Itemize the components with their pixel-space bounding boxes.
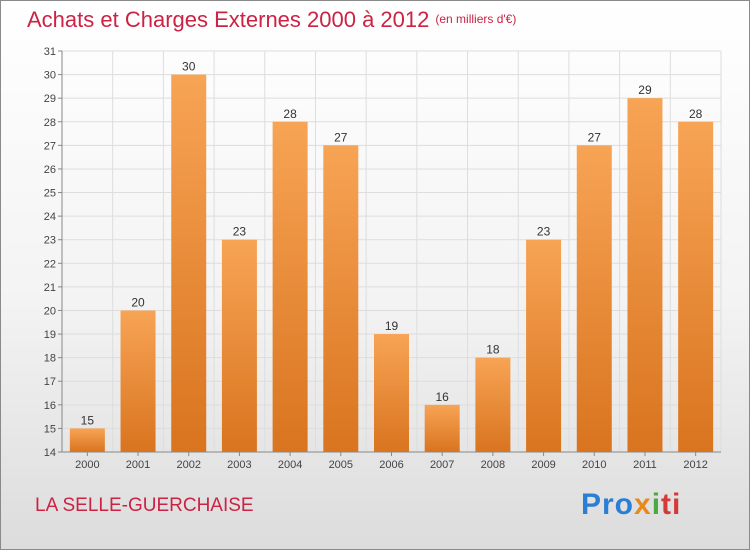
x-tick-label: 2002 <box>176 459 200 471</box>
data-label: 27 <box>334 130 348 144</box>
x-tick-label: 2004 <box>278 459 302 471</box>
y-tick-label: 24 <box>44 211 56 223</box>
data-label: 28 <box>283 107 297 121</box>
bar <box>323 145 359 452</box>
x-tick-label: 2012 <box>683 459 707 471</box>
y-tick-label: 17 <box>44 376 56 388</box>
proxiti-logo: Proxiti <box>581 488 681 522</box>
x-tick-label: 2008 <box>481 459 505 471</box>
y-tick-label: 29 <box>44 93 56 105</box>
x-tick-label: 2007 <box>430 459 454 471</box>
bars <box>69 74 714 453</box>
y-tick-label: 21 <box>44 282 56 294</box>
bar <box>69 428 105 452</box>
chart-title: Achats et Charges Externes 2000 à 2012 (e… <box>27 7 516 33</box>
y-tick-label: 18 <box>44 353 56 365</box>
title-unit: (en milliers d'€) <box>435 12 517 26</box>
x-tick-label: 2000 <box>75 459 99 471</box>
y-tick-label: 28 <box>44 117 56 129</box>
y-tick-label: 22 <box>44 258 56 270</box>
x-tick-label: 2010 <box>582 459 606 471</box>
y-tick-label: 26 <box>44 164 56 176</box>
x-tick-label: 2009 <box>531 459 555 471</box>
y-tick-label: 25 <box>44 188 56 200</box>
data-label: 28 <box>689 107 703 121</box>
bar <box>272 121 308 452</box>
y-tick-label: 30 <box>44 70 56 82</box>
bar <box>120 310 156 452</box>
logo-part-2: x <box>634 488 652 521</box>
y-tick-label: 15 <box>44 423 56 435</box>
y-tick-label: 14 <box>44 447 56 459</box>
x-tick-label: 2006 <box>379 459 403 471</box>
y-tick-label: 19 <box>44 329 56 341</box>
y-tick-label: 16 <box>44 400 56 412</box>
bar <box>171 74 207 453</box>
commune-name: LA SELLE-GUERCHAISE <box>35 495 254 516</box>
data-label: 16 <box>436 390 450 404</box>
x-tick-label: 2003 <box>227 459 251 471</box>
bar <box>627 98 663 453</box>
data-label: 15 <box>81 413 95 427</box>
data-label: 18 <box>486 343 500 357</box>
logo-part-3: i <box>651 488 662 521</box>
data-label: 27 <box>588 130 602 144</box>
data-label: 23 <box>537 225 551 239</box>
data-label: 29 <box>638 83 652 97</box>
bar <box>526 239 562 452</box>
logo-part-1: Pro <box>581 488 635 521</box>
bar <box>374 334 409 452</box>
x-tick-label: 2011 <box>633 459 657 471</box>
bar <box>221 239 257 452</box>
bar <box>678 121 714 452</box>
data-label: 20 <box>131 295 145 309</box>
y-tick-label: 23 <box>44 235 56 247</box>
y-tick-label: 27 <box>44 140 56 152</box>
x-tick-label: 2001 <box>126 459 150 471</box>
labels: 2000 15 2001 20 2002 30 2003 23 2004 28 2005 27 2006… <box>75 60 708 471</box>
data-label: 19 <box>385 319 399 333</box>
x-tick-label: 2005 <box>329 459 353 471</box>
data-label: 23 <box>233 225 247 239</box>
data-label: 30 <box>182 60 196 74</box>
bar <box>475 357 511 452</box>
bar <box>424 404 460 452</box>
bar <box>576 145 612 452</box>
title-text: Achats et Charges Externes 2000 à 2012 <box>27 7 430 32</box>
y-tick-label: 20 <box>44 305 56 317</box>
y-tick-label: 31 <box>44 46 56 58</box>
logo-part-4: ti <box>661 488 682 521</box>
